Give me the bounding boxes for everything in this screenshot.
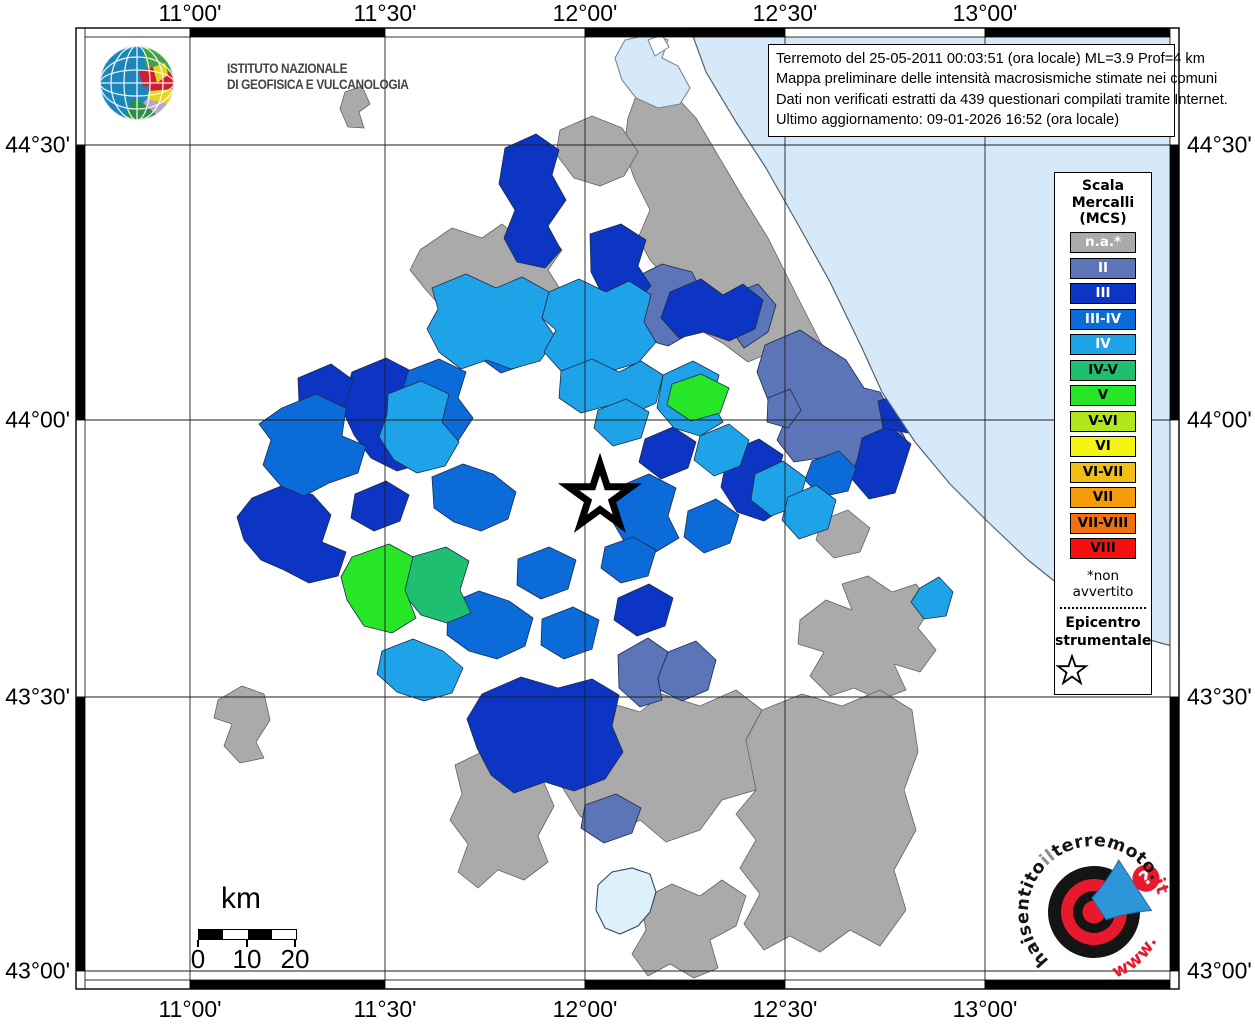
lat-label-right: 43°30' bbox=[1187, 683, 1252, 710]
scale-bar-unit: km bbox=[221, 882, 261, 915]
scale-tick bbox=[294, 940, 296, 947]
scale-tick bbox=[245, 940, 248, 947]
lon-label-bottom: 11°00' bbox=[158, 996, 222, 1022]
municipalities-v bbox=[340, 373, 730, 634]
info-line-updated: Ultimo aggiornamento: 09-01-2026 16:52 (… bbox=[776, 112, 1120, 129]
lake-trasimeno bbox=[595, 867, 657, 935]
legend-item: IV-V bbox=[1070, 359, 1136, 381]
legend-divider bbox=[1060, 607, 1146, 609]
lon-label-top: 12°30' bbox=[752, 0, 818, 26]
lat-label-right: 44°30' bbox=[1187, 131, 1252, 158]
scale-tick bbox=[197, 940, 199, 947]
legend-item: VI bbox=[1070, 436, 1136, 457]
lon-label-bottom: 12°00' bbox=[552, 996, 618, 1022]
coastal-lagoon bbox=[614, 33, 691, 109]
ingv-globe-logo bbox=[100, 46, 174, 120]
legend-item: VII bbox=[1070, 487, 1136, 508]
legend-title: Scala Mercalli (MCS) bbox=[1071, 178, 1135, 227]
legend-item: V-VI bbox=[1070, 410, 1136, 432]
legend-item: III-IV bbox=[1070, 308, 1136, 330]
lat-label-left: 43°00' bbox=[5, 957, 70, 984]
info-line-map: Mappa preliminare delle intensità macros… bbox=[776, 71, 1218, 88]
lat-label-left: 43°30' bbox=[5, 683, 70, 710]
lat-label-left: 44°00' bbox=[5, 406, 70, 433]
legend-item: IV bbox=[1070, 334, 1136, 355]
lon-label-bottom: 13°00' bbox=[952, 996, 1018, 1022]
lon-label-bottom: 11°30' bbox=[353, 996, 417, 1022]
epicenter-star bbox=[557, 452, 643, 533]
scale-number: 0 bbox=[190, 944, 206, 974]
scale-bar-segments bbox=[198, 929, 297, 940]
info-line-event: Terremoto del 25-05-2011 00:03:51 (ora l… bbox=[776, 51, 1205, 67]
earthquake-info-box: Terremoto del 25-05-2011 00:03:51 (ora l… bbox=[768, 44, 1228, 137]
ingv-logo-text: ISTITUTO NAZIONALE DI GEOFISICA E VULCAN… bbox=[227, 61, 409, 92]
lon-label-top: 13°00' bbox=[952, 0, 1018, 26]
legend-footnote: *non avvertito bbox=[1072, 568, 1134, 600]
legend-item: III bbox=[1070, 283, 1136, 304]
mercalli-legend: Scala Mercalli (MCS) n.a.* II III III-IV IV I… bbox=[1054, 172, 1152, 695]
legend-item: V bbox=[1070, 385, 1136, 406]
epicenter-star-icon bbox=[1055, 654, 1089, 686]
scale-number: 20 bbox=[280, 944, 310, 974]
lon-label-bottom: 12°30' bbox=[752, 996, 818, 1022]
lon-label-top: 11°00' bbox=[158, 0, 222, 26]
legend-item: II bbox=[1070, 257, 1136, 279]
legend-item: n.a.* bbox=[1070, 232, 1136, 253]
lat-label-right: 43°00' bbox=[1187, 957, 1252, 984]
legend-item: VI-VII bbox=[1070, 461, 1136, 483]
info-line-data: Dati non verificati estratti da 439 ques… bbox=[776, 91, 1228, 108]
legend-item: VIII bbox=[1070, 538, 1136, 559]
lon-label-top: 12°00' bbox=[552, 0, 618, 26]
scale-number: 10 bbox=[232, 944, 262, 974]
lon-label-top: 11°30' bbox=[353, 0, 417, 26]
lat-label-right: 44°00' bbox=[1187, 406, 1252, 433]
legend-items: n.a.* II III III-IV IV IV-V V V-VI VI VI-VII VII VI… bbox=[1055, 232, 1151, 559]
lat-label-left: 44°30' bbox=[5, 131, 70, 158]
legend-item: VII-VIII bbox=[1070, 512, 1136, 534]
epicenter-label: Epicentro strumentale bbox=[1055, 615, 1152, 649]
